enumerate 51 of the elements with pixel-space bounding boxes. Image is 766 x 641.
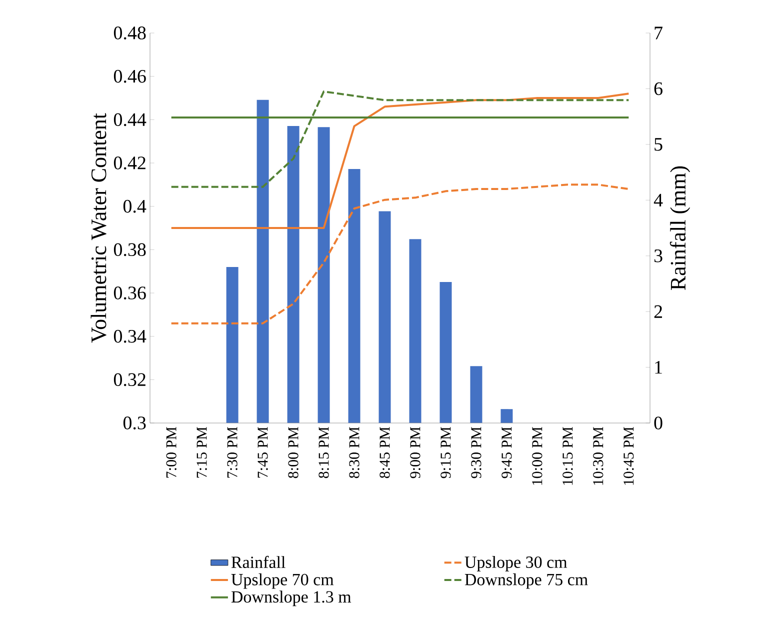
x-tick-label: 7:00 PM [166, 426, 176, 478]
x-tick-label: 9:30 PM [471, 426, 482, 478]
legend-label: Upslope 30 cm [464, 556, 568, 572]
y-tick-label: 0.38 [114, 243, 146, 256]
x-tick-label: 8:30 PM [349, 426, 360, 478]
bar [470, 366, 482, 423]
bar [287, 126, 300, 423]
y-tick-label: 0.36 [114, 286, 146, 300]
y-tick-label: 0.32 [114, 373, 146, 386]
x-tick-label: 9:00 PM [410, 426, 420, 478]
bar [409, 239, 422, 423]
bar [500, 409, 513, 423]
y2-tick-label: 0 [654, 416, 662, 430]
y2-tick-label: 5 [654, 138, 662, 151]
x-tick-label: 9:15 PM [440, 426, 451, 478]
y-tick-label: 0.46 [114, 70, 146, 83]
x-tick-label: 7:15 PM [196, 426, 207, 478]
y2-tick-label: 7 [654, 26, 662, 40]
legend-label: Upslope 70 cm [231, 573, 334, 589]
y2-tick-label: 3 [654, 249, 662, 262]
y2-tick-label: 6 [654, 82, 662, 96]
bar [440, 282, 452, 423]
legend-label: Downslope 75 cm [464, 573, 588, 589]
x-tick-label: 10:45 PM [624, 426, 634, 485]
y2-tick-label: 2 [654, 305, 662, 318]
y-tick-label: 0.42 [114, 156, 146, 170]
bar [226, 267, 238, 423]
legend-label: Downslope 1.3 m [231, 590, 352, 606]
x-tick-label: 10:00 PM [532, 426, 542, 485]
x-tick-label: 7:45 PM [258, 426, 268, 478]
y-tick-label: 0.3 [123, 416, 146, 430]
x-tick-label: 8:45 PM [380, 426, 390, 478]
x-tick-label: 8:00 PM [288, 426, 298, 478]
y-tick-label: 0.44 [114, 113, 146, 126]
bar [378, 211, 391, 423]
bar [318, 127, 330, 423]
x-tick-label: 8:15 PM [318, 426, 329, 478]
y-tick-label: 0.34 [114, 330, 146, 343]
bar [256, 100, 269, 423]
y2-tick-label: 4 [654, 194, 663, 206]
x-tick-label: 9:45 PM [502, 426, 512, 478]
y-axis-title: Volumetric Water Content [90, 113, 106, 343]
x-tick-label: 7:30 PM [227, 426, 238, 478]
y-tick-label: 0.4 [123, 200, 146, 213]
y2-tick-label: 1 [655, 361, 662, 374]
legend-label: Rainfall [231, 556, 286, 568]
bar [348, 168, 360, 423]
x-tick-label: 10:15 PM [562, 426, 573, 485]
x-tick-label: 10:30 PM [593, 426, 604, 485]
y-tick-label: 0.48 [114, 26, 146, 40]
y2-axis-title: Rainfall (mm) [670, 166, 690, 290]
